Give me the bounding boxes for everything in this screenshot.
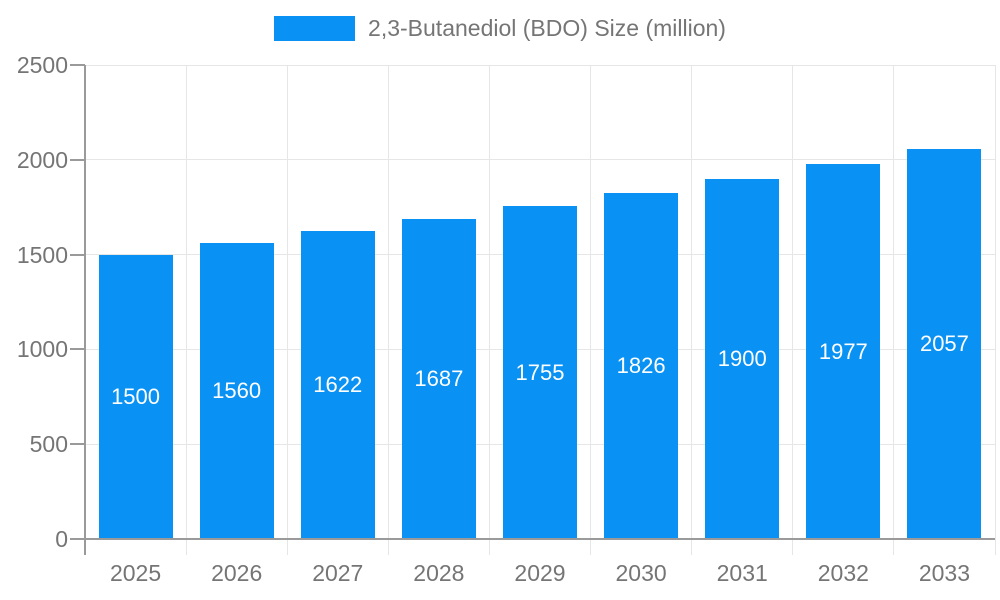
y-axis-label: 2000	[16, 146, 68, 173]
bar: 2057	[907, 148, 982, 539]
bar-value-label: 1900	[717, 345, 767, 371]
x-axis-label: 2032	[817, 560, 869, 586]
h-gridline	[85, 159, 995, 161]
v-gridline	[286, 65, 288, 555]
v-gridline	[185, 65, 187, 555]
x-axis-label: 2029	[514, 560, 566, 586]
v-gridline	[488, 65, 490, 555]
bar: 1826	[604, 192, 679, 539]
bar-value-label: 1977	[818, 338, 868, 364]
bar-value-label: 1687	[414, 366, 464, 392]
legend: 2,3-Butanediol (BDO) Size (million)	[0, 15, 1000, 42]
x-axis-label: 2025	[109, 560, 162, 586]
v-gridline	[590, 65, 592, 555]
bar: 1560	[199, 243, 274, 539]
y-axis-tick	[70, 64, 85, 66]
y-axis-tick	[70, 253, 85, 256]
bar: 1977	[806, 164, 881, 539]
h-gridline	[85, 64, 995, 66]
bar-value-label: 1755	[515, 359, 565, 385]
bar: 1755	[503, 206, 577, 539]
v-gridline	[691, 65, 693, 555]
v-gridline	[387, 65, 389, 555]
bar-value-label: 1560	[212, 378, 262, 404]
x-axis-label: 2026	[211, 560, 263, 586]
bar: 1500	[98, 254, 173, 539]
y-axis-tick	[70, 443, 85, 446]
x-axis-line	[85, 538, 995, 540]
v-gridline	[893, 65, 895, 555]
bar-value-label: 1622	[313, 372, 363, 398]
y-axis-label: 0	[55, 526, 68, 552]
y-axis-label: 1000	[16, 336, 68, 363]
y-axis-tick	[70, 538, 85, 540]
legend-label: 2,3-Butanediol (BDO) Size (million)	[368, 15, 726, 41]
x-axis-label: 2033	[918, 560, 971, 586]
bar: 1900	[705, 178, 780, 539]
x-axis-label: 2030	[615, 560, 667, 586]
v-gridline	[792, 65, 794, 555]
bar-value-label: 2057	[919, 330, 969, 356]
bar: 1687	[401, 219, 476, 539]
bar-value-label: 1826	[616, 352, 666, 378]
legend-swatch	[274, 16, 356, 41]
bar: 1622	[300, 231, 375, 539]
y-axis-tick	[70, 158, 85, 161]
y-axis-label: 2500	[16, 52, 68, 78]
y-axis-label: 1500	[16, 241, 68, 268]
y-axis-line	[84, 65, 86, 555]
x-axis-label: 2027	[312, 560, 364, 586]
v-gridline	[994, 65, 996, 555]
x-axis-label: 2028	[413, 560, 465, 586]
bar-value-label: 1500	[111, 383, 161, 409]
x-axis-label: 2031	[716, 560, 768, 586]
y-axis-tick	[70, 348, 85, 351]
y-axis-label: 500	[29, 431, 68, 458]
